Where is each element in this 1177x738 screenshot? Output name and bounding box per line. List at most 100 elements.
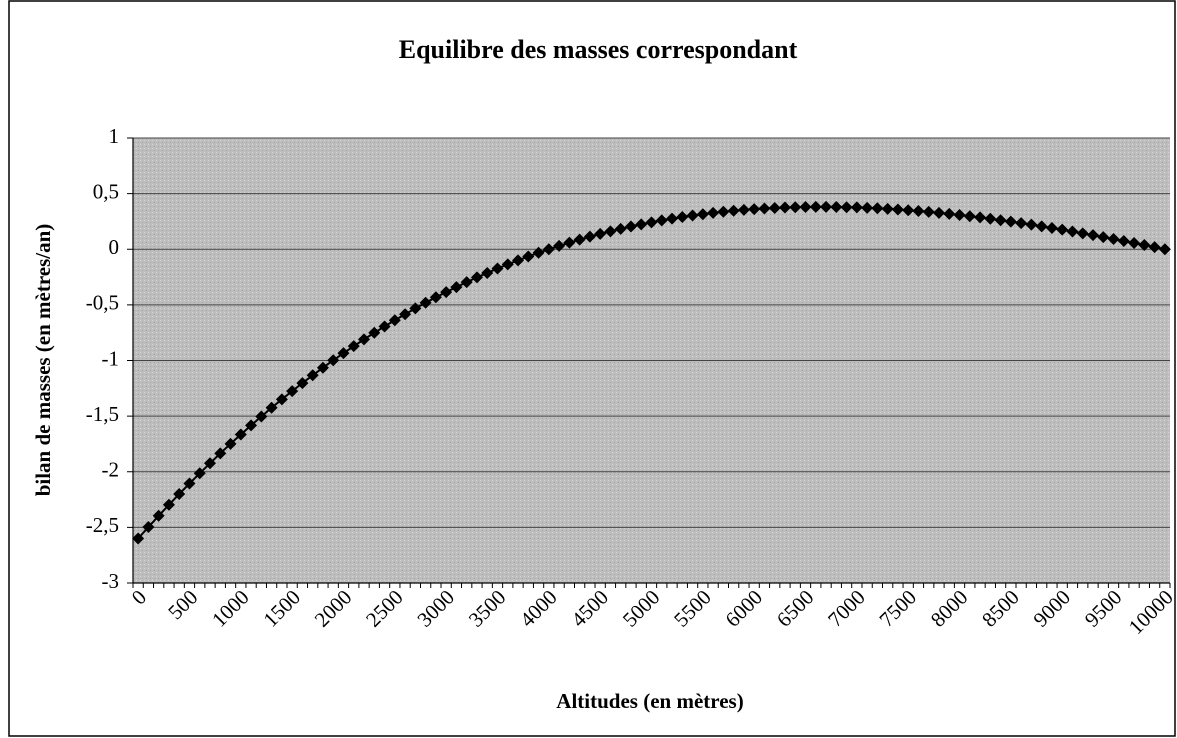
y-tick-label: -3 [102, 569, 120, 593]
data-marker [1097, 231, 1110, 244]
data-marker [932, 206, 945, 219]
data-marker [173, 488, 186, 500]
data-marker [542, 243, 555, 256]
data-marker [963, 210, 976, 223]
data-marker [737, 203, 750, 216]
data-marker [388, 314, 401, 327]
data-marker [655, 214, 668, 227]
data-marker [778, 201, 791, 214]
data-marker [532, 246, 545, 259]
data-marker [296, 377, 309, 390]
data-marker [563, 236, 576, 249]
data-marker [234, 428, 247, 441]
data-marker [984, 212, 997, 225]
data-marker [717, 205, 730, 218]
data-marker [583, 230, 596, 243]
data-marker [953, 208, 966, 221]
y-tick-label: -2,5 [86, 513, 119, 537]
data-marker [245, 419, 258, 432]
data-marker [1056, 223, 1069, 236]
data-marker [922, 205, 935, 218]
data-marker [614, 222, 627, 235]
data-marker [1107, 233, 1120, 246]
data-marker [748, 203, 761, 216]
data-marker [820, 200, 833, 213]
data-marker [635, 218, 648, 231]
data-marker [1066, 225, 1079, 238]
chart-title: Equilibre des masses correspondant [399, 35, 798, 64]
data-marker [1158, 243, 1171, 256]
y-tick-label: -2 [102, 458, 120, 482]
y-tick-label: -0,5 [86, 291, 119, 315]
data-marker [316, 361, 329, 374]
data-marker [419, 296, 432, 309]
data-marker [707, 206, 720, 219]
data-marker [255, 410, 268, 423]
data-marker [399, 308, 412, 321]
data-marker [974, 211, 987, 224]
data-marker [409, 302, 422, 315]
data-marker [142, 521, 155, 534]
data-marker [183, 477, 196, 490]
data-marker [275, 393, 288, 406]
data-marker [347, 340, 360, 353]
data-marker [696, 208, 709, 221]
data-marker [553, 239, 566, 252]
data-marker [666, 212, 679, 225]
data-marker [830, 200, 843, 213]
data-marker [840, 201, 853, 214]
data-marker [522, 250, 535, 263]
data-marker [306, 369, 319, 382]
y-tick-label: 0,5 [93, 179, 119, 203]
x-axis-label: Altitudes (en mètres) [556, 689, 743, 713]
data-marker [727, 204, 740, 217]
data-marker [902, 204, 915, 217]
data-marker [193, 467, 206, 480]
data-marker [861, 201, 874, 214]
data-marker [204, 457, 217, 470]
y-tick-label: 0 [109, 235, 120, 259]
data-marker [1015, 217, 1028, 230]
data-marker [1035, 220, 1048, 233]
data-marker [1045, 222, 1058, 235]
data-marker [224, 437, 237, 450]
data-marker [162, 498, 175, 511]
data-marker [871, 202, 884, 215]
data-marker [573, 233, 586, 246]
data-marker [943, 207, 956, 220]
y-tick-label: 1 [109, 124, 120, 148]
data-marker [850, 201, 863, 214]
data-marker [624, 220, 637, 233]
data-marker [132, 532, 145, 545]
data-marker [799, 200, 812, 213]
data-marker [768, 201, 781, 214]
data-marker [1076, 227, 1089, 240]
data-marker [1128, 237, 1141, 250]
data-marker [604, 225, 617, 238]
data-marker [994, 214, 1007, 227]
y-tick-label: -1,5 [86, 402, 119, 426]
data-marker [1117, 235, 1130, 248]
data-marker [152, 509, 165, 522]
data-marker [912, 204, 925, 217]
data-marker [358, 333, 371, 346]
data-marker [891, 203, 904, 216]
data-marker [809, 200, 822, 213]
data-marker [265, 401, 278, 414]
data-marker [881, 202, 894, 215]
data-marker [758, 202, 771, 215]
data-marker [440, 286, 453, 299]
y-axis-label: bilan de masses (en mètres/an) [31, 224, 55, 497]
data-marker [1148, 241, 1161, 254]
data-marker [1138, 239, 1151, 252]
data-marker [491, 262, 504, 275]
data-marker [686, 209, 699, 222]
data-marker [378, 320, 391, 333]
data-marker [337, 347, 350, 360]
data-marker [214, 447, 227, 460]
data-marker [1086, 229, 1099, 242]
data-marker [286, 385, 299, 398]
data-marker [450, 281, 463, 294]
data-marker [594, 227, 607, 240]
